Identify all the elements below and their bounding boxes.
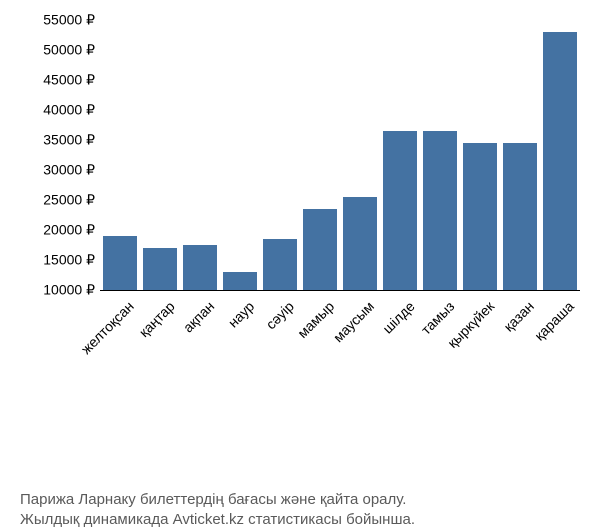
chart-caption: Парижа Ларнаку билеттердің бағасы және қ… — [20, 490, 580, 531]
y-tick-label: 55000 ₽ — [20, 12, 95, 29]
bar — [423, 131, 457, 290]
y-tick-label: 10000 ₽ — [20, 282, 95, 299]
y-tick-label: 25000 ₽ — [20, 192, 95, 209]
bar — [143, 248, 177, 290]
y-tick-label: 40000 ₽ — [20, 102, 95, 119]
bar — [463, 143, 497, 290]
bar — [503, 143, 537, 290]
bar — [223, 272, 257, 290]
y-tick-label: 30000 ₽ — [20, 162, 95, 179]
plot-area — [100, 20, 580, 291]
bar — [383, 131, 417, 290]
y-tick-label: 35000 ₽ — [20, 132, 95, 149]
x-tick-label: наур — [225, 298, 258, 331]
bar — [343, 197, 377, 290]
x-tick-label: ақпан — [180, 298, 217, 335]
x-tick-label: сәуір — [263, 298, 297, 332]
bar — [183, 245, 217, 290]
bar — [543, 32, 577, 290]
y-tick-label: 45000 ₽ — [20, 72, 95, 89]
x-tick-label: қаңтар — [136, 298, 178, 340]
caption-line-1: Парижа Ларнаку билеттердің бағасы және қ… — [20, 490, 580, 510]
x-tick-label: желтоқсан — [78, 298, 137, 357]
bar — [303, 209, 337, 290]
x-tick-label: маусым — [330, 298, 377, 345]
bar — [263, 239, 297, 290]
x-tick-label: қараша — [531, 298, 577, 344]
bar — [103, 236, 137, 290]
x-tick-label: шілде — [379, 298, 418, 337]
caption-line-2: Жылдық динамикада Avticket.kz статистика… — [20, 510, 580, 530]
x-tick-label: қазан — [500, 298, 537, 335]
bar-chart: 10000 ₽ 15000 ₽ 20000 ₽ 25000 ₽ 30000 ₽ 35000… — [20, 10, 580, 390]
y-tick-label: 50000 ₽ — [20, 42, 95, 59]
y-tick-label: 20000 ₽ — [20, 222, 95, 239]
y-tick-label: 15000 ₽ — [20, 252, 95, 269]
